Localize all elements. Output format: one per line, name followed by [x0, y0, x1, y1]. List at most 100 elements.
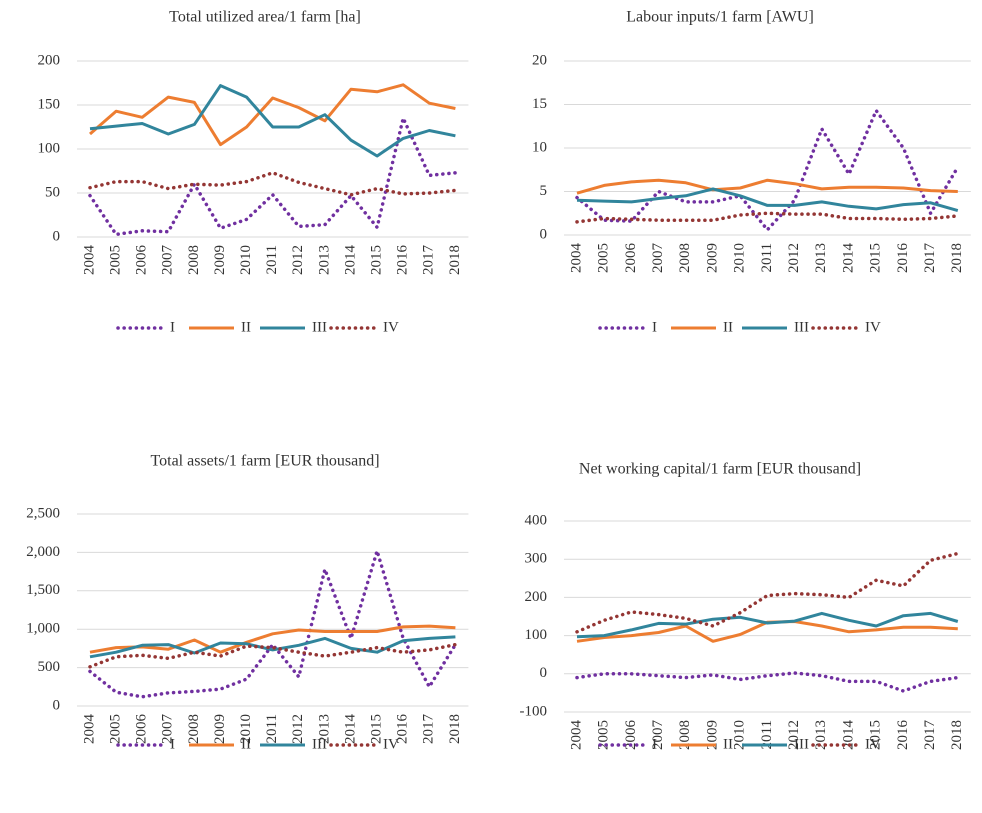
series-line [575, 551, 960, 634]
y-tick-label: 2,000 [26, 544, 60, 560]
series-line [575, 211, 960, 224]
x-tick-label: 2009 [704, 243, 720, 273]
series-line [575, 671, 960, 693]
x-tick-label: 2009 [212, 245, 228, 275]
x-tick-label: 2016 [395, 245, 411, 276]
x-tick-label: 2008 [677, 720, 693, 750]
y-tick-label: 50 [45, 184, 60, 200]
series-line [89, 83, 456, 147]
y-tick-label: 5 [540, 183, 548, 199]
series-line [576, 611, 959, 639]
x-tick-label: 2007 [160, 245, 176, 276]
x-tick-label: 2006 [623, 243, 639, 274]
x-tick-label: 2012 [290, 714, 306, 744]
y-tick-label: 200 [525, 589, 548, 605]
x-tick-label: 2018 [447, 714, 463, 744]
x-tick-label: 2013 [813, 243, 829, 273]
legend-label: II [241, 736, 251, 752]
x-tick-label: 2017 [922, 243, 938, 274]
chart-title: Total utilized area/1 farm [ha] [169, 9, 361, 26]
x-tick-label: 2013 [316, 245, 332, 275]
x-tick-label: 2005 [596, 243, 612, 273]
x-tick-label: 2016 [395, 714, 411, 745]
y-tick-label: 0 [53, 228, 61, 244]
x-tick-label: 2013 [813, 720, 829, 750]
y-tick-label: 15 [532, 96, 547, 112]
legend-label: III [312, 736, 327, 752]
x-tick-label: 2004 [568, 243, 584, 274]
x-tick-label: 2015 [868, 720, 884, 750]
series-line [88, 642, 458, 669]
x-tick-label: 2012 [786, 243, 802, 273]
x-tick-label: 2009 [704, 720, 720, 750]
x-tick-label: 2018 [949, 720, 965, 750]
x-tick-label: 2015 [369, 714, 385, 744]
legend-label: I [652, 319, 657, 335]
legend-label: IV [383, 736, 399, 752]
x-tick-label: 2007 [650, 243, 666, 274]
x-tick-label: 2006 [623, 720, 639, 751]
x-tick-label: 2014 [342, 245, 358, 276]
y-tick-label: 100 [38, 140, 61, 156]
x-tick-label: 2017 [421, 714, 437, 745]
legend-label: I [652, 736, 657, 752]
y-tick-label: -100 [520, 703, 548, 719]
x-tick-label: 2014 [342, 714, 358, 745]
x-tick-label: 2013 [316, 714, 332, 744]
chart-title: Labour inputs/1 farm [AWU] [626, 9, 814, 26]
x-tick-label: 2004 [568, 720, 584, 751]
x-tick-label: 2011 [759, 243, 775, 272]
series-line [89, 84, 456, 158]
y-tick-label: 1,500 [26, 582, 60, 598]
y-tick-label: 300 [525, 551, 548, 567]
y-tick-label: 1,000 [26, 621, 60, 637]
legend-label: II [723, 736, 733, 752]
x-tick-label: 2010 [732, 243, 748, 273]
x-tick-label: 2017 [922, 720, 938, 751]
chart-title: Total assets/1 farm [EUR thousand] [150, 453, 379, 470]
chart-title: Net working capital/1 farm [EUR thousand… [579, 461, 861, 478]
x-tick-label: 2012 [786, 720, 802, 750]
y-tick-label: 2,500 [26, 505, 60, 521]
x-tick-label: 2011 [759, 720, 775, 749]
x-tick-label: 2008 [186, 245, 202, 275]
series-line [88, 171, 458, 197]
x-tick-label: 2018 [949, 243, 965, 273]
x-tick-label: 2012 [290, 245, 306, 275]
y-tick-label: 150 [38, 96, 61, 112]
legend-label: III [794, 736, 809, 752]
legend-label: IV [865, 736, 881, 752]
y-tick-label: 400 [525, 512, 548, 528]
x-tick-label: 2006 [134, 245, 150, 276]
x-tick-label: 2015 [369, 245, 385, 275]
x-tick-label: 2009 [212, 714, 228, 744]
x-tick-label: 2005 [108, 245, 124, 275]
x-tick-label: 2014 [840, 720, 856, 751]
x-tick-label: 2018 [447, 245, 463, 275]
x-tick-label: 2004 [81, 245, 97, 276]
legend-label: IV [865, 319, 881, 335]
x-tick-label: 2010 [732, 720, 748, 750]
series-line [88, 116, 458, 237]
x-tick-label: 2010 [238, 245, 254, 275]
series-line [576, 187, 959, 213]
y-tick-label: 100 [525, 627, 548, 643]
series-line [576, 178, 958, 195]
y-tick-label: 500 [38, 659, 61, 675]
legend-label: IV [383, 319, 399, 335]
x-tick-label: 2004 [81, 714, 97, 745]
x-tick-label: 2011 [264, 245, 280, 274]
x-tick-label: 2005 [108, 714, 124, 744]
legend-label: II [241, 319, 251, 335]
legend-label: II [723, 319, 733, 335]
x-tick-label: 2016 [895, 720, 911, 751]
y-tick-label: 10 [532, 139, 547, 155]
y-tick-label: 0 [540, 665, 548, 681]
x-tick-label: 2017 [421, 245, 437, 276]
y-tick-label: 0 [540, 226, 548, 242]
legend-label: III [312, 319, 327, 335]
legend-label: I [170, 319, 175, 335]
series-line [89, 635, 456, 659]
series-line [88, 549, 458, 699]
